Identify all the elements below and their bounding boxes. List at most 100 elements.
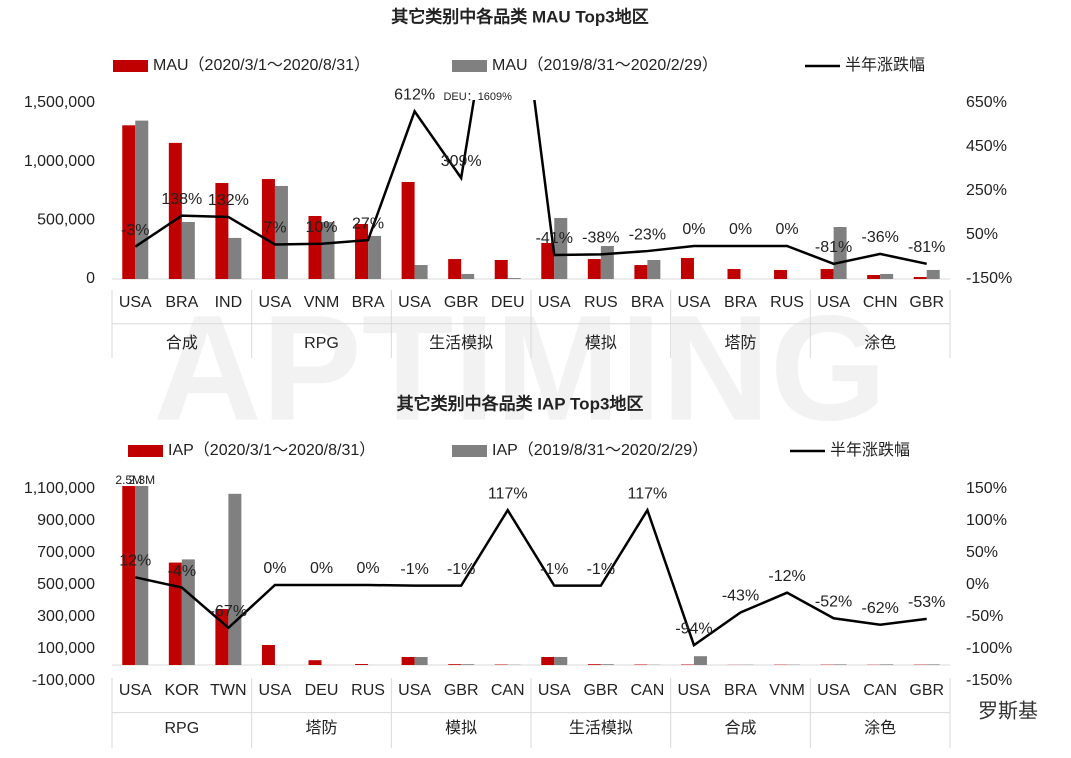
x-tick-label: USA [538,294,571,311]
line-value-label: -38% [582,230,619,247]
bar [926,269,940,279]
line-value-label: DEU：1609% [443,91,512,103]
bar [215,183,229,279]
line-value-label: -36% [861,229,898,246]
bar [228,237,242,279]
bar [541,242,555,279]
bar [867,275,881,279]
x-tick-label: USA [119,682,152,699]
chart-title: 其它类别中各品类 MAU Top3地区 [391,6,649,26]
bar [308,660,322,665]
x-tick-label: DEU [305,682,339,699]
bar [321,221,335,279]
line-value-label: -1% [587,561,615,578]
bar [587,259,601,279]
bar [401,181,415,279]
x-tick-label: USA [677,682,710,699]
x-tick-label: USA [398,294,431,311]
group-label: 合成 [166,334,198,352]
x-tick-label: GBR [909,294,944,311]
x-tick-label: USA [817,682,850,699]
line-value-label: 117% [628,485,668,502]
y2-tick-label: 0% [966,576,989,593]
bar-value-label: 2.3M [128,473,155,487]
x-tick-label: IND [215,294,243,311]
line-value-label: 0% [682,221,705,238]
bar [122,486,136,665]
legend-label: IAP（2020/3/1～2020/8/31） [168,441,375,459]
line-value-label: 27% [352,215,384,232]
bar [274,185,288,279]
line-value-label: 309% [441,153,482,170]
bar [774,269,788,279]
bar [135,120,149,279]
line [134,100,927,266]
bar [880,664,894,665]
bar [181,221,195,279]
bar [448,664,462,665]
line-value-label: 7% [263,220,286,237]
bar [414,657,428,665]
group-label: 合成 [724,719,756,737]
line-value-label: 612% [394,87,435,104]
bar [261,179,275,279]
bar [833,664,847,665]
bar [168,562,182,665]
x-tick-label: RUS [351,682,385,699]
group-label: 生活模拟 [429,334,493,352]
line-value-label: 138% [161,191,202,208]
x-tick-label: USA [258,682,291,699]
bar [727,269,741,279]
legend-swatch [113,60,148,72]
x-tick-label: USA [538,682,571,699]
y-tick-label: -100,000 [32,672,95,689]
y2-tick-label: 50% [966,226,998,243]
bar [368,235,382,279]
x-tick-label: RUS [584,294,618,311]
x-tick-label: USA [119,294,152,311]
bar [833,227,847,279]
group-label: RPG [304,335,339,352]
y2-tick-label: 250% [966,182,1007,199]
line-value-label: 12% [119,553,151,570]
bar [461,273,475,279]
y2-tick-label: -50% [966,608,1003,625]
bar-value-label: 2.5M [115,473,142,487]
bar [600,246,614,279]
y-tick-label: 300,000 [37,608,95,625]
x-tick-label: GBR [444,682,479,699]
bar [880,273,894,279]
x-tick-label: GBR [583,682,618,699]
y2-tick-label: 650% [966,94,1007,111]
bar [228,493,242,665]
bar [355,664,369,665]
y-tick-label: 900,000 [37,512,95,529]
y-tick-label: 1,500,000 [24,94,95,111]
x-tick-label: CAN [630,682,664,699]
x-tick-label: RUS [770,294,804,311]
line-value-label: -53% [908,594,945,611]
line-value-label: 10% [305,219,337,236]
line-value-label: 132% [208,192,249,209]
line-value-label: -3% [121,222,149,239]
bar [215,609,229,665]
group-label: 模拟 [445,719,477,737]
bar [647,259,661,279]
x-tick-label: BRA [165,294,198,311]
bar [401,657,415,665]
legend-swatch [452,445,487,457]
y-tick-label: 500,000 [37,576,95,593]
y2-tick-label: -100% [966,640,1012,657]
x-tick-label: TWN [210,682,246,699]
source-label: 罗斯基 [978,699,1038,722]
x-tick-label: BRA [631,294,664,311]
y2-tick-label: 50% [966,544,998,561]
bar [448,259,462,279]
group-label: 涂色 [864,334,896,352]
x-tick-label: CHN [863,294,898,311]
line-value-label: -81% [908,239,945,256]
line-value-label: -1% [447,561,475,578]
y-tick-label: 0 [86,270,95,287]
bar [554,657,568,665]
